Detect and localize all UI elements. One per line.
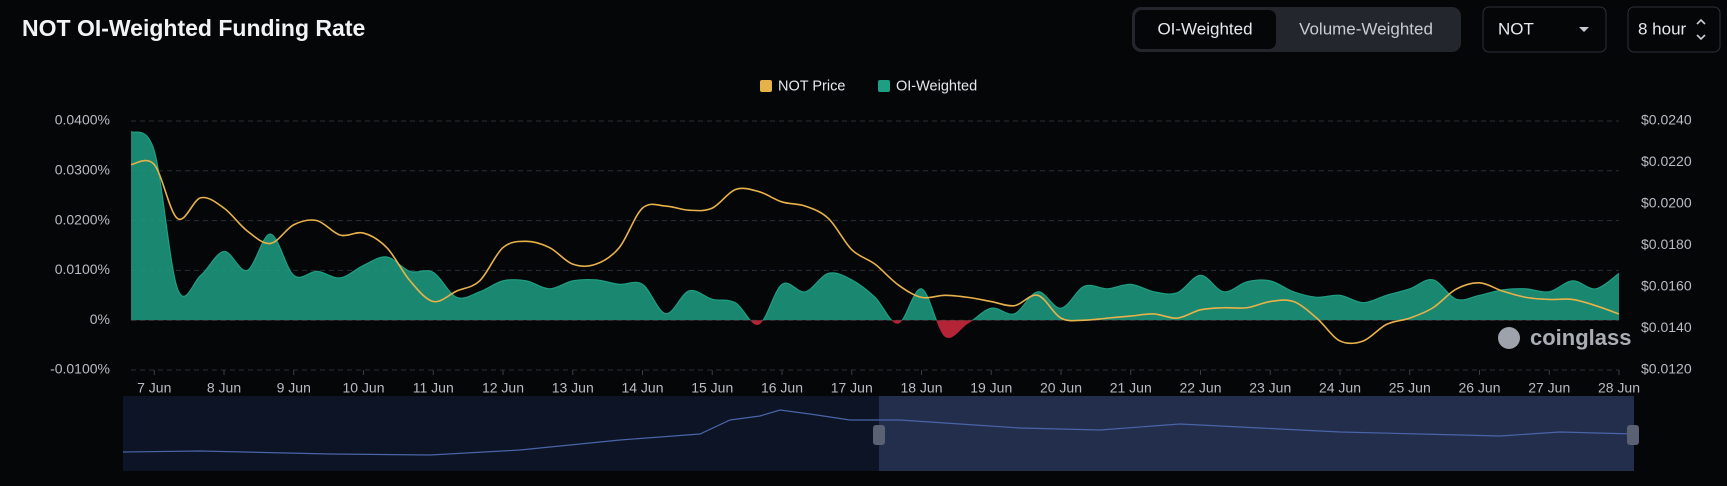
x-tick-label: 17 Jun: [831, 380, 873, 396]
navigator-handle[interactable]: [1627, 425, 1639, 445]
dropdown-caret: [1579, 27, 1589, 32]
x-tick-label: 7 Jun: [137, 380, 171, 396]
navigator-bg: [123, 396, 879, 471]
y2-tick-label: $0.0140: [1641, 319, 1692, 335]
x-tick-label: 11 Jun: [413, 380, 454, 396]
area-positive: [131, 131, 1619, 321]
x-tick-label: 25 Jun: [1389, 380, 1431, 396]
x-tick-label: 8 Jun: [207, 380, 241, 396]
legend-swatch: [760, 80, 772, 92]
navigator: [122, 396, 1639, 471]
x-tick-label: 23 Jun: [1249, 380, 1291, 396]
x-tick-label: 14 Jun: [621, 380, 663, 396]
mode-button[interactable]: Volume-Weighted: [1299, 19, 1433, 38]
area-negative: [750, 320, 973, 338]
y2-tick-label: $0.0240: [1641, 112, 1692, 128]
y-tick-label: 0.0400%: [55, 112, 110, 128]
x-tick-label: 21 Jun: [1110, 380, 1152, 396]
x-tick-label: 28 Jun: [1598, 380, 1640, 396]
x-tick-label: 16 Jun: [761, 380, 803, 396]
x-tick-label: 20 Jun: [1040, 380, 1082, 396]
watermark-text: coinglass: [1530, 325, 1631, 350]
x-tick-label: 10 Jun: [342, 380, 384, 396]
x-tick-label: 19 Jun: [970, 380, 1012, 396]
navigator-handle[interactable]: [873, 425, 885, 445]
x-tick-label: 9 Jun: [277, 380, 311, 396]
x-tick-label: 26 Jun: [1458, 380, 1500, 396]
y2-tick-label: $0.0120: [1641, 361, 1692, 377]
y-tick-label: -0.0100%: [50, 361, 110, 377]
y2-tick-label: $0.0200: [1641, 195, 1692, 211]
y2-tick-label: $0.0180: [1641, 236, 1692, 252]
interval-select[interactable]: [1627, 6, 1721, 53]
watermark: coinglass: [1498, 325, 1631, 350]
interval-value: 8 hour: [1638, 19, 1687, 38]
legend-swatch: [878, 80, 890, 92]
legend-label: OI-Weighted: [896, 78, 977, 94]
mode-selected-bg: [1135, 10, 1276, 49]
x-tick-label: 27 Jun: [1528, 380, 1570, 396]
x-tick-label: 24 Jun: [1319, 380, 1361, 396]
y-tick-label: 0.0300%: [55, 162, 110, 178]
y-tick-label: 0.0200%: [55, 211, 110, 227]
area-edge: [130, 130, 1620, 321]
symbol-value: NOT: [1498, 19, 1534, 38]
y2-tick-label: $0.0160: [1641, 278, 1692, 294]
y2-tick-label: $0.0220: [1641, 153, 1692, 169]
navigator-selection: [879, 396, 1634, 471]
x-tick-label: 12 Jun: [482, 380, 524, 396]
x-tick-label: 22 Jun: [1179, 380, 1221, 396]
x-tick-label: 15 Jun: [691, 380, 733, 396]
x-tick-label: 18 Jun: [900, 380, 942, 396]
interval-caret: [1696, 18, 1706, 41]
x-tick-label: 13 Jun: [552, 380, 594, 396]
price-line: [130, 159, 1620, 345]
chart-title: NOT OI-Weighted Funding Rate: [22, 15, 365, 41]
legend-label: NOT Price: [778, 78, 845, 94]
navigator-line: [122, 409, 1635, 456]
y-tick-label: 0%: [90, 311, 110, 327]
mode-button[interactable]: OI-Weighted: [1157, 19, 1252, 38]
y-tick-label: 0.0100%: [55, 261, 110, 277]
symbol-select[interactable]: [1482, 6, 1607, 53]
